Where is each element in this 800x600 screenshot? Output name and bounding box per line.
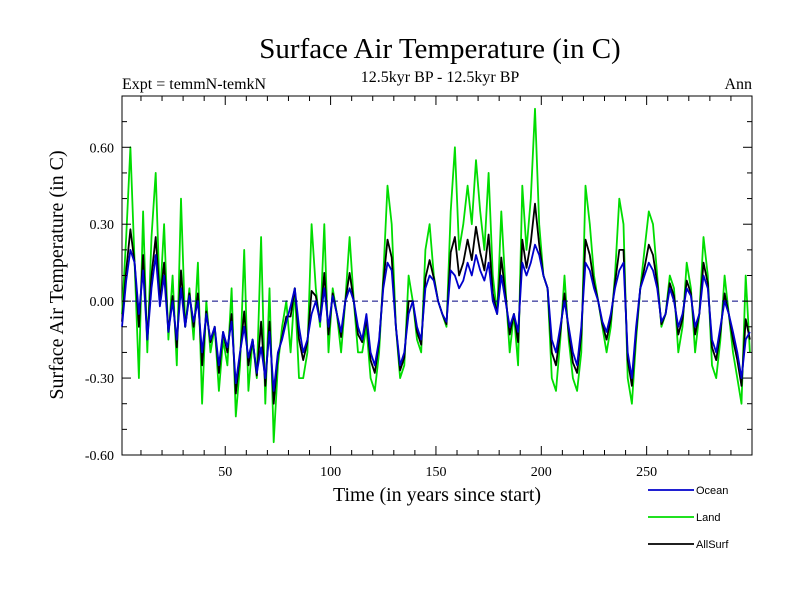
chart-left-annotation: Expt = temmN-temkN — [122, 76, 267, 93]
chart-right-annotation: Ann — [724, 76, 752, 93]
series-line-allsurf — [121, 202, 751, 405]
x-tick-label: 50 — [218, 465, 232, 480]
x-tick-label: 200 — [531, 465, 552, 480]
legend-label-allsurf: AllSurf — [696, 539, 729, 551]
y-tick-label: -0.60 — [85, 449, 114, 464]
y-axis: -0.60 -0.30 0.00 0.30 0.60 — [85, 95, 752, 464]
y-axis-label: Surface Air Temperature (in C) — [46, 150, 68, 399]
legend-label-ocean: Ocean — [696, 485, 728, 497]
y-tick-label: -0.30 — [85, 372, 114, 387]
chart-subtitle: 12.5kyr BP - 12.5kyr BP — [361, 69, 520, 86]
x-tick-label: 100 — [320, 465, 341, 480]
x-tick-label: 250 — [636, 465, 657, 480]
x-axis-label: Time (in years since start) — [333, 484, 541, 506]
y-tick-label: 0.00 — [90, 295, 115, 310]
series-layer — [121, 107, 751, 444]
series-line-ocean — [121, 243, 751, 392]
legend: Ocean Land AllSurf — [648, 485, 729, 551]
x-tick-label: 150 — [425, 465, 446, 480]
plot-area: 50 100 150 200 250 -0.60 -0.30 0.00 0.30 0.60 — [85, 95, 753, 480]
y-tick-label: 0.30 — [90, 218, 115, 233]
chart-title: Surface Air Temperature (in C) — [259, 33, 620, 65]
legend-label-land: Land — [696, 512, 720, 524]
y-tick-label: 0.60 — [90, 141, 115, 156]
x-axis: 50 100 150 200 250 — [140, 96, 732, 480]
